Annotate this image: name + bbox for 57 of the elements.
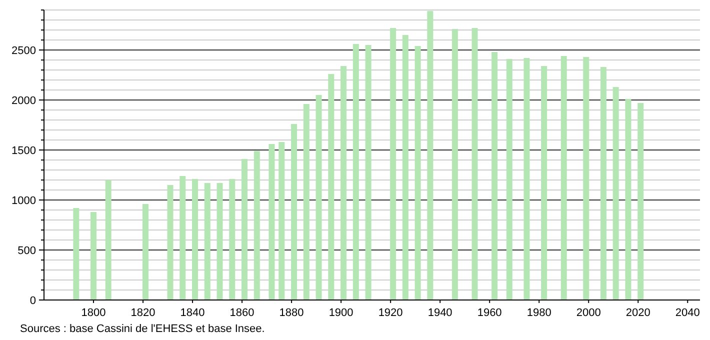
bar: [242, 159, 248, 300]
bar: [583, 57, 590, 300]
x-tick-label: 1880: [279, 307, 304, 319]
x-tick-label: 1860: [230, 307, 254, 319]
bar: [316, 95, 322, 300]
bar: [427, 11, 434, 300]
bar: [254, 151, 260, 300]
x-tick-label: 2040: [675, 307, 700, 319]
bar: [142, 204, 148, 300]
bar: [414, 46, 421, 300]
bar: [600, 67, 606, 300]
y-tick-label: 2500: [12, 44, 36, 57]
bar: [73, 208, 80, 300]
bar: [291, 124, 298, 300]
bar: [90, 212, 97, 300]
bar: [192, 179, 198, 300]
x-tick-label: 1840: [180, 307, 205, 319]
y-tick-label: 1000: [12, 194, 36, 207]
bar: [352, 44, 359, 300]
bar: [180, 176, 186, 300]
x-tick-label: 1920: [378, 307, 403, 319]
bar: [638, 103, 644, 300]
bar: [278, 142, 285, 300]
bar: [402, 35, 408, 300]
bar: [492, 52, 498, 300]
bar: [390, 28, 396, 300]
x-tick-label: 1940: [428, 307, 452, 319]
bar: [167, 185, 174, 300]
bar: [541, 66, 548, 300]
bar: [340, 66, 347, 300]
source-note: Sources : base Cassini de l'EHESS et base Insee.: [20, 323, 265, 335]
bar: [452, 29, 458, 300]
bar: [328, 74, 334, 300]
y-tick-label: 1500: [12, 144, 36, 157]
x-tick-label: 2000: [576, 307, 601, 319]
bar: [216, 183, 223, 300]
bar: [365, 45, 372, 300]
x-tick-label: 1800: [81, 307, 106, 319]
bar: [229, 179, 236, 300]
x-tick-label: 1900: [328, 307, 354, 319]
bar: [105, 180, 112, 300]
bar: [472, 28, 478, 300]
bar: [560, 56, 567, 300]
bar: [506, 59, 512, 300]
x-tick-label: 1980: [526, 307, 552, 319]
y-tick-label: 2000: [12, 94, 36, 107]
bar: [612, 87, 619, 300]
x-tick-label: 2020: [626, 307, 650, 319]
bar: [303, 104, 310, 300]
y-tick-label: 500: [18, 244, 36, 257]
bar: [268, 144, 275, 300]
y-tick-label: 0: [30, 294, 36, 307]
bar: [524, 58, 530, 300]
bar: [625, 99, 632, 300]
x-tick-label: 1960: [477, 307, 502, 319]
bar: [204, 183, 210, 300]
x-tick-label: 1820: [130, 307, 156, 319]
